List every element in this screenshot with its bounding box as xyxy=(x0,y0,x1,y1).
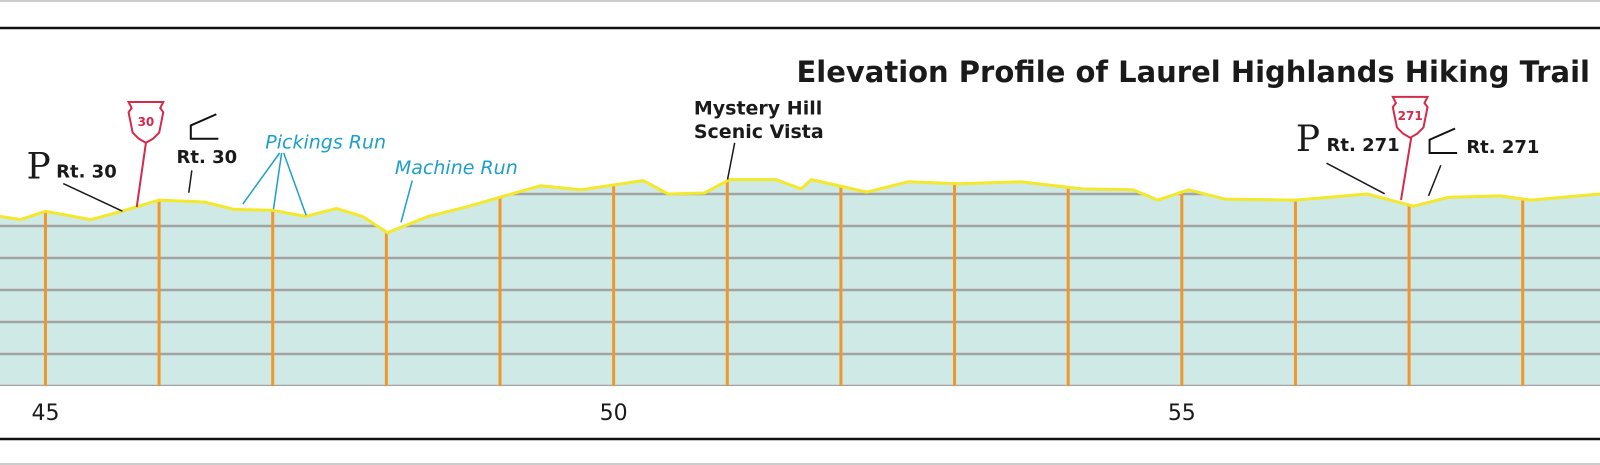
x-tick-label: 55 xyxy=(1168,401,1196,426)
annotation: Rt. 271 xyxy=(1327,135,1400,156)
leader-line xyxy=(1427,164,1442,197)
annotation: 30 xyxy=(138,115,155,129)
annotation: Machine Run xyxy=(395,157,518,179)
annotation: Rt. 30 xyxy=(177,147,238,168)
road-sign xyxy=(189,113,219,140)
annotation: Rt. 30 xyxy=(56,161,117,182)
keystone-shield xyxy=(126,101,165,144)
leader-line xyxy=(272,152,283,210)
leader-line xyxy=(62,182,123,212)
leader-line xyxy=(400,180,413,223)
annotation: 271 xyxy=(1398,109,1423,123)
shield-pole xyxy=(1400,137,1413,201)
elevation-line xyxy=(0,178,1600,235)
road-sign xyxy=(1428,127,1458,154)
leader-line xyxy=(282,152,307,216)
leader-line xyxy=(1326,162,1386,195)
shield-pole xyxy=(135,142,147,208)
annotation: Scenic Vista xyxy=(694,121,824,143)
annotation: P xyxy=(27,146,51,187)
x-tick-label: 50 xyxy=(600,401,628,426)
leader-line xyxy=(726,142,736,180)
chart-title: Elevation Profile of Laurel Highlands Hi… xyxy=(796,55,1590,89)
annotation: Mystery Hill xyxy=(694,98,822,120)
x-tick-label: 45 xyxy=(31,401,59,426)
keystone-shield xyxy=(1391,95,1430,139)
leader-line xyxy=(242,152,281,205)
area-fill xyxy=(0,179,1600,386)
annotation: Pickings Run xyxy=(265,131,386,153)
leader-line xyxy=(188,170,193,193)
annotation: Rt. 271 xyxy=(1466,137,1539,158)
annotation: P xyxy=(1296,119,1320,160)
